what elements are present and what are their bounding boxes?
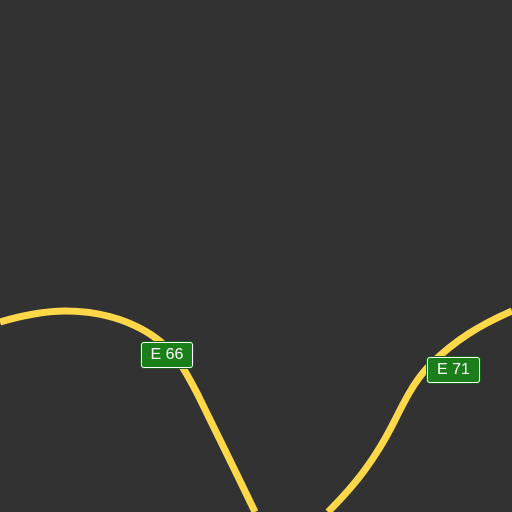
route-shield-label: E 66	[150, 346, 184, 363]
route-shield-e71[interactable]: E 71	[427, 357, 480, 383]
route-shield-label: E 71	[437, 361, 470, 378]
road-e71[interactable]	[325, 307, 512, 512]
road-e66[interactable]	[0, 307, 259, 512]
route-shield-e66[interactable]: E 66	[141, 342, 193, 368]
